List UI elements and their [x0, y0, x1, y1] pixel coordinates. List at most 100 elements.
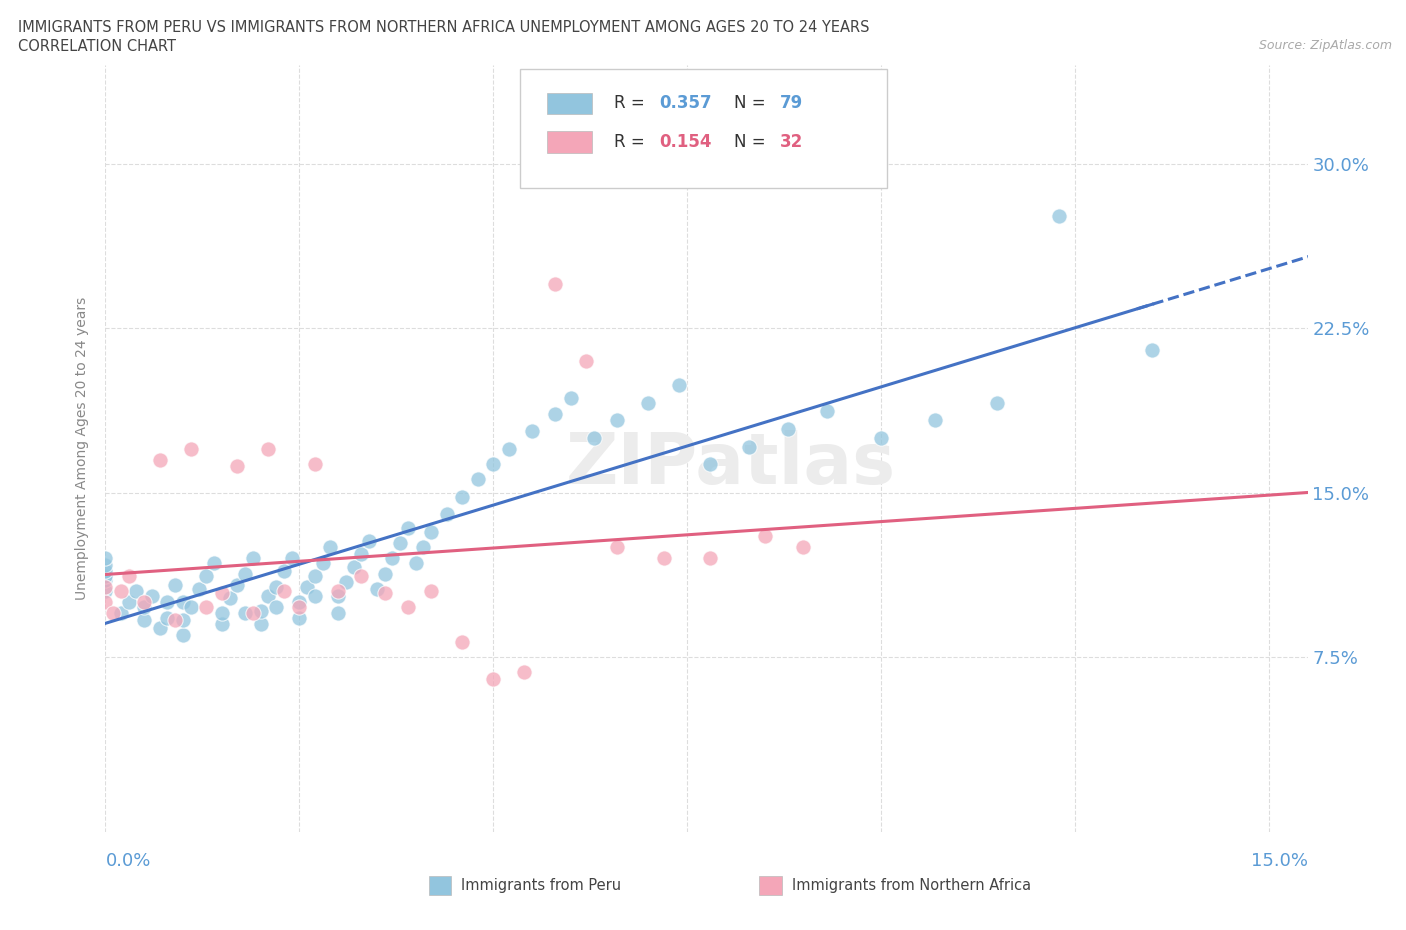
Text: R =: R =: [614, 95, 650, 113]
FancyBboxPatch shape: [429, 876, 451, 895]
Point: [94, 557, 117, 572]
Point: [986, 395, 1008, 410]
Point: [924, 413, 946, 428]
Point: [187, 581, 209, 596]
Point: [668, 378, 690, 392]
Point: [218, 591, 240, 605]
Point: [94, 579, 117, 594]
Point: [738, 439, 761, 454]
Point: [311, 555, 333, 570]
Point: [94, 573, 117, 588]
Y-axis label: Unemployment Among Ages 20 to 24 years: Unemployment Among Ages 20 to 24 years: [76, 297, 90, 601]
Point: [249, 604, 271, 618]
Point: [195, 599, 218, 614]
Point: [467, 472, 489, 487]
Point: [699, 457, 721, 472]
Point: [606, 413, 628, 428]
Point: [606, 540, 628, 555]
Text: 32: 32: [780, 133, 803, 151]
Point: [637, 395, 659, 410]
FancyBboxPatch shape: [547, 131, 592, 153]
Point: [211, 586, 233, 601]
Point: [451, 634, 474, 649]
Point: [264, 579, 287, 594]
Point: [94, 584, 117, 599]
Point: [326, 584, 349, 599]
Point: [242, 605, 264, 620]
Point: [343, 560, 366, 575]
Point: [233, 605, 256, 620]
Point: [792, 540, 814, 555]
Text: ZIPatlas: ZIPatlas: [565, 430, 896, 498]
Point: [165, 612, 187, 627]
Point: [304, 588, 326, 603]
Point: [172, 595, 194, 610]
Point: [233, 566, 256, 581]
Point: [319, 540, 342, 555]
Point: [583, 431, 606, 445]
Point: [94, 595, 117, 610]
Point: [134, 595, 156, 610]
Point: [381, 551, 404, 565]
Point: [180, 442, 202, 457]
FancyBboxPatch shape: [759, 876, 782, 895]
Point: [326, 588, 349, 603]
FancyBboxPatch shape: [547, 93, 592, 114]
Point: [295, 579, 318, 594]
Point: [326, 605, 349, 620]
Point: [94, 564, 117, 578]
Point: [125, 584, 148, 599]
Point: [374, 566, 396, 581]
Point: [149, 452, 172, 467]
Point: [94, 551, 117, 565]
Point: [335, 575, 357, 590]
Point: [575, 353, 598, 368]
Point: [1142, 342, 1164, 357]
Point: [304, 457, 326, 472]
Point: [544, 406, 567, 421]
Text: 15.0%: 15.0%: [1250, 852, 1308, 870]
Point: [195, 568, 218, 583]
Point: [699, 551, 721, 565]
Point: [498, 442, 520, 457]
Point: [776, 421, 799, 436]
Point: [350, 568, 373, 583]
Point: [226, 458, 249, 473]
Point: [172, 612, 194, 627]
Point: [180, 599, 202, 614]
Point: [544, 277, 567, 292]
Point: [389, 536, 412, 551]
Point: [288, 599, 311, 614]
Point: [359, 534, 381, 549]
Point: [172, 628, 194, 643]
Point: [211, 617, 233, 631]
Point: [288, 595, 311, 610]
Point: [374, 586, 396, 601]
Point: [366, 581, 388, 596]
Point: [513, 665, 536, 680]
Text: Immigrants from Northern Africa: Immigrants from Northern Africa: [792, 878, 1031, 893]
Point: [815, 404, 838, 418]
Point: [94, 568, 117, 583]
Point: [257, 442, 280, 457]
Point: [202, 555, 225, 570]
Point: [156, 595, 179, 610]
Point: [412, 540, 434, 555]
Point: [560, 391, 582, 405]
Text: Source: ZipAtlas.com: Source: ZipAtlas.com: [1258, 39, 1392, 52]
Point: [242, 551, 264, 565]
Point: [482, 457, 505, 472]
Point: [141, 588, 163, 603]
Point: [156, 610, 179, 625]
Point: [110, 605, 132, 620]
Point: [350, 547, 373, 562]
Point: [103, 605, 125, 620]
Point: [110, 584, 132, 599]
Point: [211, 605, 233, 620]
Text: N =: N =: [734, 95, 770, 113]
Point: [870, 431, 893, 445]
Point: [420, 525, 443, 539]
Text: 79: 79: [780, 95, 803, 113]
Text: IMMIGRANTS FROM PERU VS IMMIGRANTS FROM NORTHERN AFRICA UNEMPLOYMENT AMONG AGES : IMMIGRANTS FROM PERU VS IMMIGRANTS FROM …: [18, 20, 870, 35]
Point: [396, 520, 419, 535]
